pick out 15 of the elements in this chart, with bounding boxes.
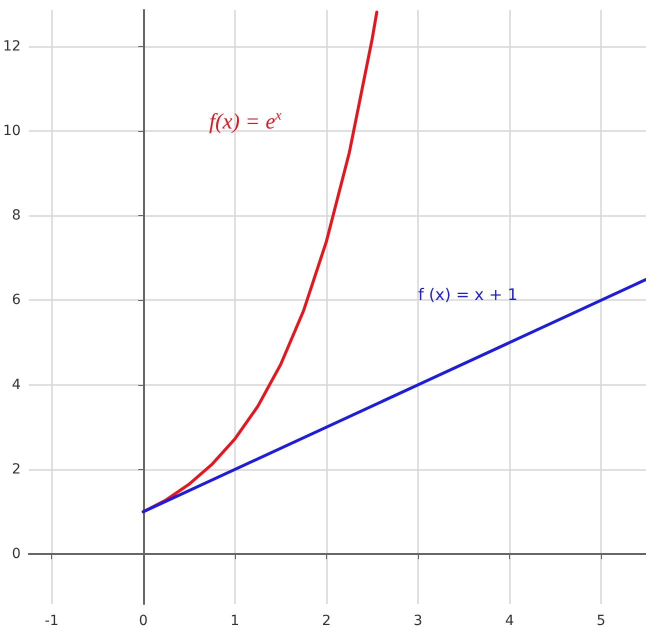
- y-tick-label: 2: [12, 461, 21, 478]
- x-tick-label: -1: [44, 613, 59, 628]
- y-tick-label: 12: [2, 38, 21, 54]
- y-tick-label: 6: [12, 292, 21, 308]
- x-tick-label: 4: [505, 613, 514, 628]
- x-tick-label: 2: [322, 613, 331, 628]
- x-tick-label: 3: [414, 613, 422, 628]
- y-tick-label: 4: [12, 376, 21, 393]
- x-tick-label: 5: [596, 613, 606, 628]
- annotation: f (x) = x + 1: [418, 284, 518, 304]
- y-tick-label: 8: [12, 208, 21, 224]
- y-tick-label: 10: [2, 123, 21, 139]
- x-tick-label: 1: [230, 613, 240, 628]
- x-tick-label: 0: [138, 613, 148, 628]
- y-tick-label: 0: [12, 546, 21, 562]
